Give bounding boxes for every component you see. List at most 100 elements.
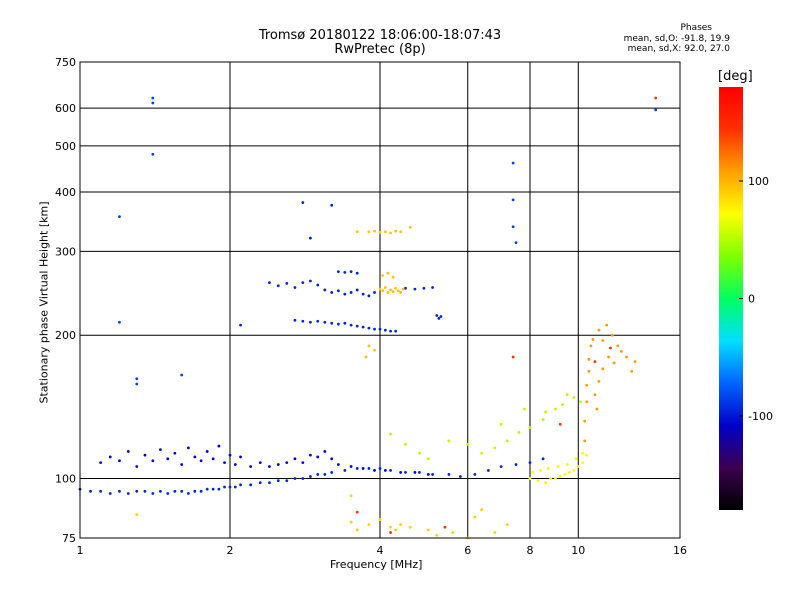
scatter-point: [399, 471, 403, 474]
scatter-point: [173, 451, 177, 455]
scatter-point: [554, 407, 557, 411]
scatter-point: [316, 319, 320, 323]
scatter-point: [151, 96, 155, 100]
scatter-point: [349, 465, 353, 468]
scatter-point: [565, 393, 569, 397]
scatter-point: [389, 525, 392, 529]
scatter-point: [536, 479, 540, 483]
scatter-point: [336, 289, 340, 293]
scatter-point: [349, 291, 353, 294]
scatter-point: [309, 453, 312, 457]
y-axis-label: Stationary phase Virtual Height [km]: [37, 201, 51, 404]
scatter-point: [330, 471, 334, 474]
scatter-point: [355, 467, 359, 470]
scatter-point: [151, 459, 155, 463]
scatter-point: [391, 290, 395, 294]
scatter-point: [383, 230, 387, 234]
scatter-point: [563, 473, 567, 476]
scatter-point: [211, 487, 215, 491]
scatter-point: [544, 481, 548, 485]
x-tick-label: 1: [77, 544, 84, 557]
scatter-point: [323, 473, 327, 476]
scatter-point: [118, 320, 121, 324]
scatter-point: [355, 271, 359, 275]
scatter-point: [349, 270, 353, 274]
scatter-point: [451, 531, 455, 534]
scatter-point: [151, 152, 155, 156]
scatter-point: [108, 492, 112, 495]
scatter-point: [355, 324, 359, 328]
scatter-point: [364, 355, 368, 359]
scatter-point: [554, 477, 557, 480]
scatter-point: [511, 161, 515, 165]
scatter-point: [378, 230, 382, 234]
scatter-point: [404, 471, 407, 474]
scatter-point: [301, 477, 305, 480]
scatter-point: [625, 355, 628, 359]
scatter-point: [336, 322, 340, 326]
scatter-point: [233, 485, 237, 489]
scatter-point: [118, 489, 121, 493]
scatter-point: [601, 367, 605, 371]
scatter-point: [558, 422, 562, 426]
scatter-point: [443, 525, 447, 529]
scatter-point: [654, 108, 658, 112]
scatter-point: [426, 528, 430, 532]
scatter-point: [593, 393, 597, 397]
scatter-point: [268, 281, 271, 284]
scatter-point: [233, 463, 237, 466]
scatter-point: [581, 461, 584, 465]
scatter-point: [159, 489, 162, 493]
scatter-point: [330, 203, 334, 207]
scatter-point: [99, 489, 103, 493]
x-tick-label: 4: [377, 544, 384, 557]
scatter-point: [118, 215, 121, 219]
scatter-point: [544, 410, 548, 414]
scatter-point: [309, 236, 312, 240]
scatter-point: [249, 465, 253, 468]
scatter-point: [373, 348, 376, 352]
scatter-point: [343, 292, 347, 296]
scatter-point: [528, 477, 532, 480]
scatter-point: [541, 457, 545, 461]
scatter-point: [166, 457, 170, 461]
scatter-point: [276, 479, 280, 483]
scatter-point: [486, 469, 490, 472]
scatter-point: [126, 492, 130, 495]
phase-stats-title: Phases: [680, 23, 712, 33]
colorbar-label: [deg]: [718, 69, 753, 84]
x-tick-label: 2: [227, 544, 234, 557]
scatter-point: [355, 510, 359, 514]
scatter-point: [394, 528, 398, 532]
scatter-point: [389, 231, 392, 235]
scatter-point: [301, 281, 305, 284]
scatter-point: [587, 357, 591, 361]
x-tick-label: 8: [527, 544, 534, 557]
scatter-point: [612, 361, 616, 365]
scatter-point: [399, 230, 403, 234]
scatter-point: [426, 457, 430, 461]
scatter-point: [585, 383, 589, 387]
scatter-point: [473, 515, 477, 519]
scatter-point: [258, 481, 262, 485]
scatter-point: [301, 319, 305, 323]
y-tick-label: 300: [55, 245, 76, 258]
scatter-point: [389, 469, 392, 472]
x-tick-label: 10: [571, 544, 585, 557]
scatter-point: [531, 471, 535, 474]
scatter-point: [323, 320, 327, 324]
colorbar-tick-label: -100: [748, 410, 773, 423]
colorbar-tick-label: 100: [748, 175, 769, 188]
scatter-point: [355, 288, 359, 292]
scatter-point: [493, 446, 497, 450]
scatter-point: [309, 279, 312, 283]
scatter-point: [186, 492, 190, 495]
scatter-point: [579, 400, 582, 404]
scatter-point: [591, 338, 595, 341]
scatter-point: [108, 455, 112, 459]
scatter-point: [511, 225, 515, 229]
scatter-point: [316, 473, 320, 476]
scatter-point: [505, 523, 509, 527]
